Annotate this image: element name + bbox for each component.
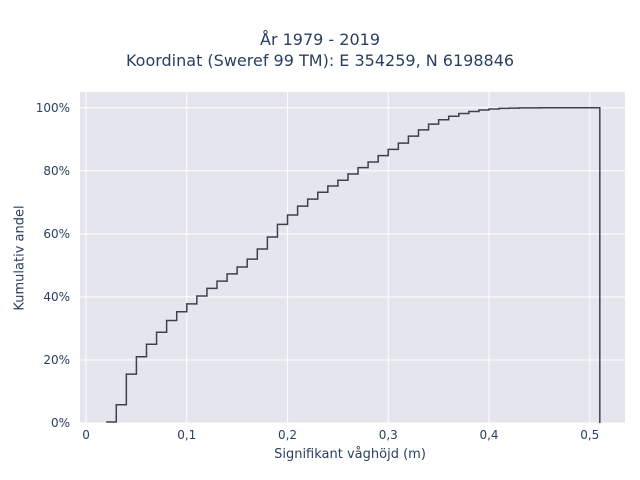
x-tick-label: 0,4 (479, 428, 498, 442)
tick-labels: 0 0,1 0,2 0,3 0,4 0,5 0% 20% 40% 60% 80% 100% (36, 101, 600, 442)
x-tick-label: 0,5 (580, 428, 599, 442)
x-tick-label: 0 (82, 428, 90, 442)
y-tick-label: 100% (36, 101, 70, 115)
grid (80, 92, 625, 424)
y-tick-label: 80% (43, 164, 70, 178)
x-tick-label: 0,3 (379, 428, 398, 442)
x-tick-label: 0,2 (278, 428, 297, 442)
x-tick-label: 0,1 (177, 428, 196, 442)
cdf-step-line (106, 107, 601, 423)
y-axis-label: Kumulativ andel (12, 205, 28, 311)
chart-subtitle: Koordinat (Sweref 99 TM): E 354259, N 61… (125, 51, 515, 70)
y-tick-label: 40% (43, 290, 70, 304)
plot-area (80, 92, 625, 423)
y-tick-label: 20% (43, 353, 70, 367)
chart-title: År 1979 - 2019 (260, 30, 380, 49)
y-tick-label: 0% (51, 416, 70, 430)
x-axis-label: Signifikant våghöjd (m) (274, 447, 426, 462)
y-tick-label: 60% (43, 227, 70, 241)
